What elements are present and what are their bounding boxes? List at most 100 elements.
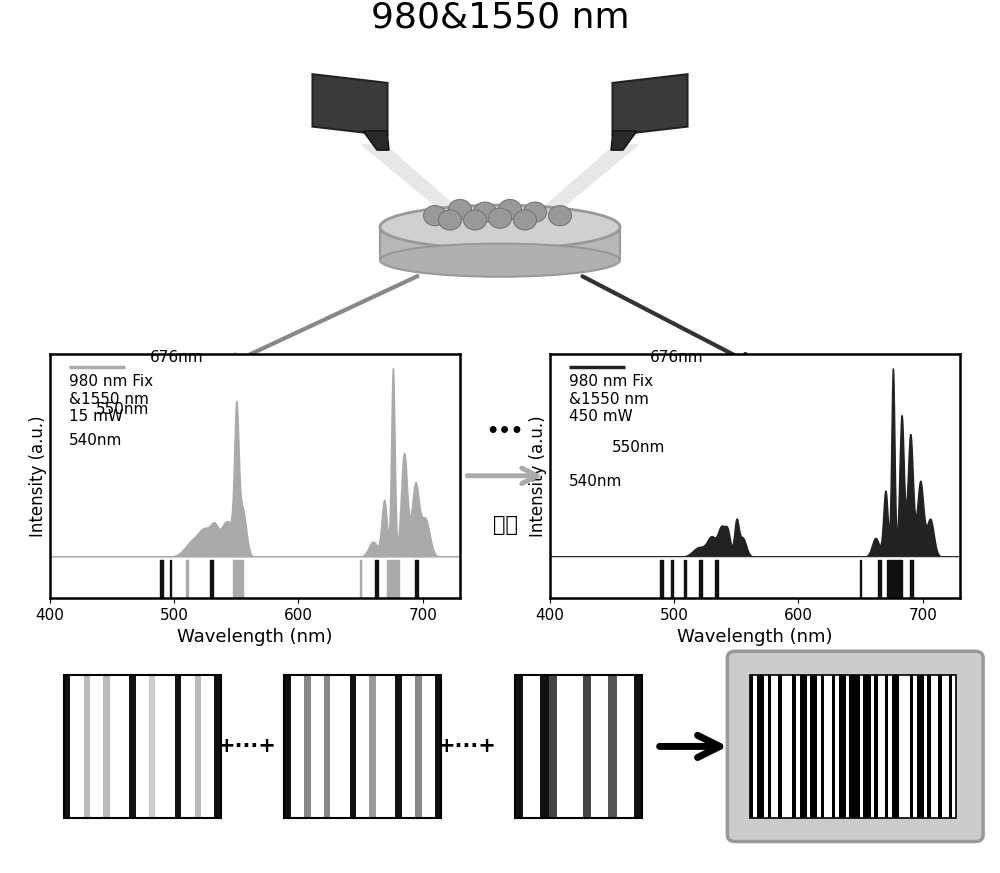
Bar: [885, 675, 888, 818]
Bar: [931, 675, 938, 818]
Bar: [817, 675, 821, 818]
Text: +···+: +···+: [218, 737, 277, 756]
Bar: [103, 675, 110, 818]
Bar: [422, 675, 435, 818]
X-axis label: Wavelength (nm): Wavelength (nm): [677, 629, 833, 646]
Bar: [515, 675, 642, 818]
Bar: [214, 675, 221, 818]
Circle shape: [548, 206, 572, 226]
Circle shape: [464, 210, 486, 230]
Bar: [380, 227, 620, 260]
Bar: [549, 675, 557, 818]
Bar: [350, 675, 356, 818]
Bar: [927, 675, 931, 818]
Bar: [750, 675, 753, 818]
Text: •••: •••: [486, 423, 524, 441]
Circle shape: [488, 209, 512, 228]
Bar: [608, 675, 617, 818]
Bar: [304, 675, 311, 818]
Bar: [913, 675, 917, 818]
Bar: [356, 675, 369, 818]
Bar: [753, 675, 757, 818]
Bar: [782, 675, 792, 818]
Polygon shape: [360, 144, 485, 231]
Bar: [129, 675, 136, 818]
Bar: [938, 675, 942, 818]
Text: 980&1550 nm: 980&1550 nm: [371, 1, 629, 34]
Bar: [284, 675, 441, 818]
Text: 550nm: 550nm: [612, 440, 665, 455]
Bar: [181, 675, 195, 818]
Bar: [395, 675, 402, 818]
Bar: [863, 675, 871, 818]
Bar: [435, 675, 441, 818]
Bar: [949, 675, 952, 818]
Bar: [810, 675, 817, 818]
Ellipse shape: [380, 244, 620, 277]
Bar: [792, 675, 796, 818]
Bar: [917, 675, 924, 818]
Bar: [874, 675, 878, 818]
Circle shape: [423, 206, 446, 226]
Circle shape: [498, 199, 522, 219]
Polygon shape: [612, 74, 688, 135]
Circle shape: [514, 210, 536, 230]
Bar: [557, 675, 583, 818]
Circle shape: [474, 203, 496, 222]
Bar: [84, 675, 90, 818]
Bar: [136, 675, 149, 818]
Bar: [778, 675, 782, 818]
Bar: [376, 675, 395, 818]
Bar: [849, 675, 860, 818]
Bar: [415, 675, 422, 818]
Bar: [942, 675, 949, 818]
Polygon shape: [611, 131, 637, 150]
Bar: [860, 675, 863, 818]
Bar: [821, 675, 824, 818]
Circle shape: [438, 210, 462, 230]
Bar: [201, 675, 214, 818]
Bar: [924, 675, 927, 818]
Polygon shape: [363, 131, 389, 150]
Bar: [800, 675, 807, 818]
Bar: [284, 675, 291, 818]
Bar: [839, 675, 846, 818]
Bar: [330, 675, 350, 818]
Bar: [64, 675, 221, 818]
Bar: [832, 675, 835, 818]
Ellipse shape: [380, 205, 620, 249]
Text: 676nm: 676nm: [649, 350, 703, 365]
Bar: [888, 675, 892, 818]
Bar: [617, 675, 634, 818]
Text: 980 nm Fix
&1550 nm
450 mW: 980 nm Fix &1550 nm 450 mW: [569, 375, 653, 424]
Text: 540nm: 540nm: [569, 474, 622, 489]
Bar: [750, 675, 956, 818]
Bar: [291, 675, 304, 818]
Bar: [90, 675, 103, 818]
Bar: [515, 675, 523, 818]
Bar: [757, 675, 764, 818]
Bar: [70, 675, 84, 818]
Bar: [110, 675, 129, 818]
Bar: [871, 675, 874, 818]
Polygon shape: [312, 74, 388, 135]
Bar: [155, 675, 175, 818]
Bar: [591, 675, 608, 818]
Bar: [583, 675, 591, 818]
Bar: [764, 675, 768, 818]
Bar: [195, 675, 201, 818]
Text: 540nm: 540nm: [69, 432, 122, 448]
Text: 功率: 功率: [492, 515, 518, 534]
Bar: [402, 675, 415, 818]
Bar: [952, 675, 956, 818]
Bar: [771, 675, 778, 818]
Bar: [835, 675, 839, 818]
Bar: [878, 675, 885, 818]
Bar: [892, 675, 899, 818]
X-axis label: Wavelength (nm): Wavelength (nm): [177, 629, 333, 646]
Bar: [899, 675, 910, 818]
Bar: [324, 675, 330, 818]
Bar: [807, 675, 810, 818]
Text: 676nm: 676nm: [149, 350, 203, 365]
Bar: [149, 675, 155, 818]
